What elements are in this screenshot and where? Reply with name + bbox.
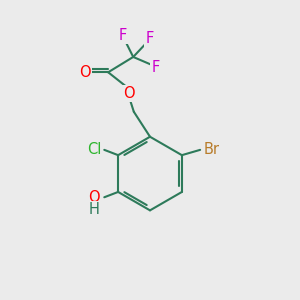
Text: O: O [88,190,100,205]
Text: Cl: Cl [87,142,101,158]
Text: F: F [119,28,127,43]
Text: Br: Br [204,142,220,158]
Text: H: H [88,202,99,217]
Text: F: F [145,31,154,46]
Text: O: O [79,65,90,80]
Text: F: F [151,60,159,75]
Text: O: O [124,86,135,101]
